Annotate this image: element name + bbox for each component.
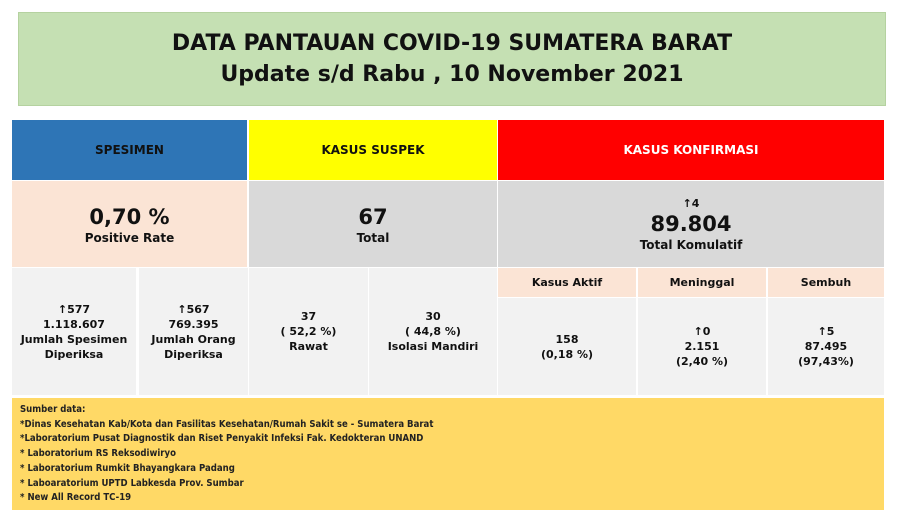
value: 87.495 — [804, 340, 848, 353]
suspek-item: 30 ( 44,8 %) Isolasi Mandiri — [369, 268, 497, 395]
spesimen-heading: SPESIMEN — [12, 120, 247, 180]
percent: (0,18 %) — [540, 347, 594, 361]
sources-title: Sumber data: — [20, 404, 86, 415]
suspek-item: 37 ( 52,2 %) Rawat — [249, 268, 368, 395]
total-label: Total — [356, 231, 390, 245]
source-item: * New All Record TC-19 — [20, 492, 132, 504]
change: ↑0 — [693, 325, 711, 338]
source-item: * Laboaratorium UPTD Labkesda Prov. Sumb… — [20, 477, 244, 489]
suspek-total-cell: 67 Total — [249, 181, 497, 267]
total-label: Total Komulatif — [639, 237, 743, 252]
rate: 0,70 % — [89, 205, 170, 229]
rate-label: Positive Rate — [84, 231, 175, 245]
value: 769.395 — [168, 317, 219, 331]
label: Meninggal — [669, 276, 735, 289]
subtitle: Update s/d Rabu , 10 November 2021 — [220, 62, 684, 87]
percent: (97,43%) — [798, 355, 854, 368]
heading: SPESIMEN — [95, 143, 164, 157]
change: ↑5 — [817, 325, 835, 338]
value: 1.118.607 — [43, 317, 105, 331]
total: 67 — [358, 205, 388, 229]
rate-cell: 0,70 % Positive Rate — [12, 181, 247, 267]
konfirmasi-heading: KASUS KONFIRMASI — [498, 120, 884, 180]
konfirmasi-item: ↑0 2.151 (2,40 %) — [637, 298, 766, 395]
konfirmasi-item: ↑5 87.495 (97,43%) — [767, 298, 884, 395]
label: Isolasi Mandiri — [387, 340, 479, 353]
konfirmasi-total-cell: ↑4 89.804 Total Komulatif — [498, 181, 884, 267]
heading: KASUS SUSPEK — [321, 143, 425, 157]
konfirmasi-label-cell: Kasus Aktif — [498, 268, 636, 297]
sources: Sumber data: *Dinas Kesehatan Kab/Kota d… — [12, 398, 884, 510]
source-item: * Laboratorium RS Reksodiwiryo — [20, 448, 176, 460]
konfirmasi-item: 158 (0,18 %) — [498, 298, 636, 395]
title: DATA PANTAUAN COVID-19 SUMATERA BARAT — [171, 31, 733, 56]
value: 37 — [300, 310, 317, 323]
spesimen-item: ↑567 769.395 Jumlah Orang Diperiksa — [139, 268, 248, 395]
label: Sembuh — [800, 276, 852, 289]
label: Jumlah Orang Diperiksa — [151, 332, 236, 361]
label: Jumlah Spesimen Diperiksa — [20, 332, 128, 361]
heading: KASUS KONFIRMASI — [623, 143, 759, 157]
source-item: * Laboratorium Rumkit Bhayangkara Padang — [20, 462, 235, 474]
change-value: 5 — [826, 325, 835, 338]
total: 89.804 — [650, 211, 732, 236]
suspek-heading: KASUS SUSPEK — [249, 120, 497, 180]
percent: ( 44,8 %) — [405, 325, 461, 338]
source-item: *Laboratorium Pusat Diagnostik dan Riset… — [20, 433, 424, 445]
change-value: 0 — [702, 325, 711, 338]
header: DATA PANTAUAN COVID-19 SUMATERA BARAT Up… — [18, 12, 886, 106]
konfirmasi-label-cell: Meninggal — [637, 268, 766, 297]
label: Kasus Aktif — [531, 276, 603, 289]
change-value: 577 — [67, 302, 91, 316]
value: 158 — [555, 332, 579, 346]
spesimen-item: ↑577 1.118.607 Jumlah Spesimen Diperiksa — [12, 268, 136, 395]
konfirmasi-label-cell: Sembuh — [767, 268, 884, 297]
percent: ( 52,2 %) — [280, 325, 337, 338]
percent: (2,40 %) — [675, 355, 729, 368]
label: Rawat — [289, 340, 328, 353]
value: 30 — [425, 310, 441, 323]
change: ↑4 — [682, 196, 700, 210]
change-value: 567 — [186, 302, 210, 316]
source-item: *Dinas Kesehatan Kab/Kota dan Fasilitas … — [20, 418, 434, 430]
change: ↑577 — [57, 302, 91, 316]
change-value: 4 — [691, 196, 700, 210]
value: 2.151 — [684, 340, 720, 353]
change: ↑567 — [177, 302, 210, 316]
